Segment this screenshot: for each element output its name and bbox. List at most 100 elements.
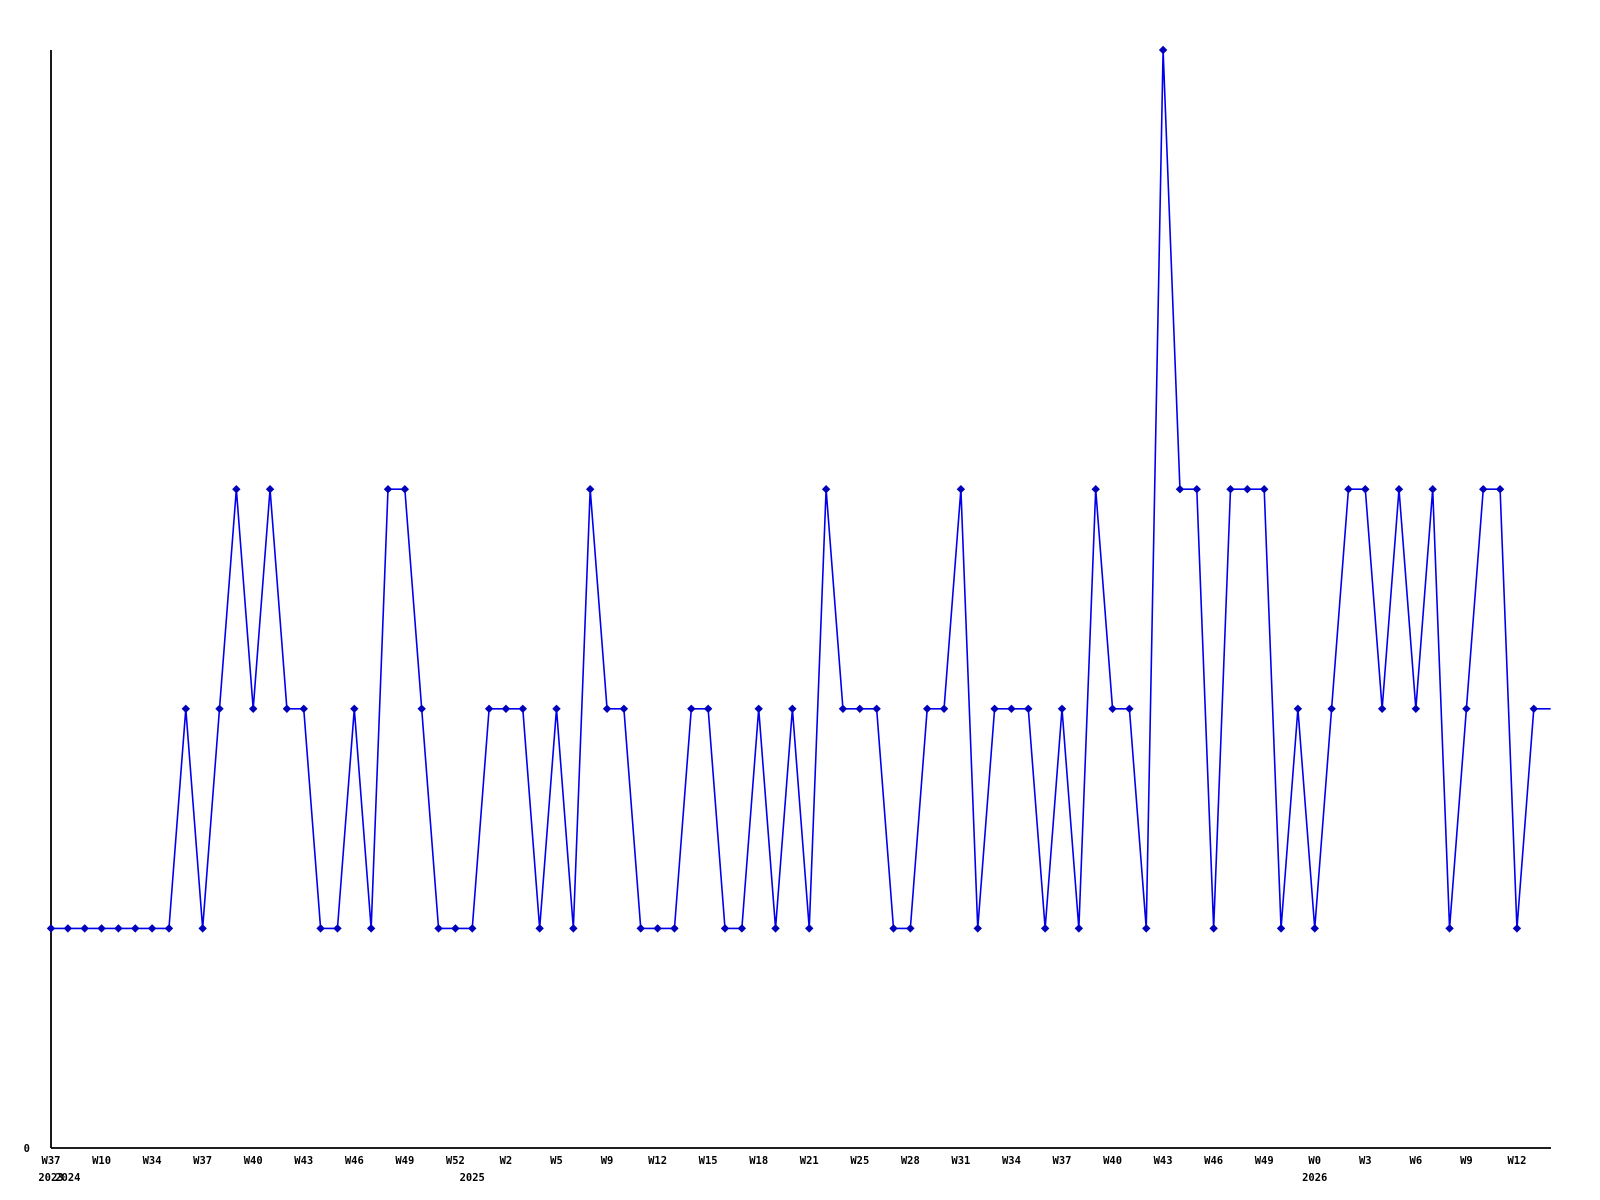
data-point-marker bbox=[872, 704, 881, 714]
data-point-marker bbox=[1411, 704, 1421, 714]
data-point-marker bbox=[569, 924, 578, 933]
data-point-marker bbox=[1394, 484, 1404, 494]
data-point-marker bbox=[1276, 924, 1286, 933]
x-tick-label: W12 bbox=[1507, 1155, 1526, 1167]
x-tick-label: W12 bbox=[648, 1155, 667, 1167]
data-point-marker bbox=[232, 484, 241, 494]
data-point-marker bbox=[1192, 484, 1202, 494]
data-point-marker bbox=[1462, 704, 1471, 714]
data-point-marker bbox=[838, 704, 848, 714]
data-point-marker bbox=[687, 704, 696, 714]
data-point-marker bbox=[585, 484, 595, 494]
data-point-marker bbox=[602, 704, 612, 714]
data-point-marker bbox=[703, 704, 713, 714]
data-point-marker bbox=[265, 484, 275, 494]
data-point-marker bbox=[1209, 924, 1218, 933]
x-tick-label: W31 bbox=[951, 1155, 970, 1167]
x-tick-label: W46 bbox=[345, 1155, 364, 1167]
data-point-marker bbox=[1057, 704, 1067, 714]
data-point-marker bbox=[737, 924, 747, 933]
data-point-marker bbox=[821, 484, 831, 494]
data-point-marker bbox=[501, 704, 511, 714]
data-point-marker bbox=[1125, 704, 1134, 714]
x-tick-label: W40 bbox=[244, 1155, 263, 1167]
x-tick-label: W5 bbox=[550, 1155, 563, 1167]
data-point-marker bbox=[131, 924, 140, 933]
x-year-label: 2025 bbox=[460, 1172, 485, 1184]
data-point-marker bbox=[1108, 704, 1117, 714]
x-tick-label: W15 bbox=[699, 1155, 718, 1167]
x-tick-label: W43 bbox=[1154, 1155, 1173, 1167]
x-tick-label: W46 bbox=[1204, 1155, 1223, 1167]
data-point-marker bbox=[1344, 484, 1353, 494]
x-tick-label: W34 bbox=[1002, 1155, 1021, 1167]
x-tick-label: W9 bbox=[601, 1155, 614, 1167]
data-point-marker bbox=[518, 704, 528, 714]
data-point-marker bbox=[350, 704, 359, 714]
data-point-marker bbox=[906, 924, 915, 933]
data-point-marker bbox=[771, 924, 780, 933]
data-point-marker bbox=[1040, 924, 1050, 933]
data-point-marker bbox=[451, 924, 460, 933]
data-point-marker bbox=[535, 924, 544, 933]
data-point-marker bbox=[299, 704, 308, 714]
data-point-marker bbox=[316, 924, 325, 933]
data-point-marker bbox=[619, 704, 629, 714]
data-point-marker bbox=[434, 924, 443, 933]
data-point-marker bbox=[973, 924, 982, 933]
data-point-marker bbox=[1479, 484, 1488, 494]
data-point-marker bbox=[720, 924, 730, 933]
data-point-marker bbox=[1175, 484, 1185, 494]
data-point-marker bbox=[46, 924, 56, 933]
data-point-marker bbox=[1226, 484, 1235, 494]
x-tick-label: W25 bbox=[850, 1155, 869, 1167]
data-point-marker bbox=[80, 924, 89, 933]
data-point-marker bbox=[1024, 704, 1033, 714]
data-point-marker bbox=[855, 704, 865, 714]
x-tick-label: W9 bbox=[1460, 1155, 1473, 1167]
data-point-marker bbox=[198, 924, 207, 933]
data-point-marker bbox=[1445, 924, 1454, 933]
data-point-marker bbox=[1074, 924, 1084, 933]
x-tick-label: W2 bbox=[500, 1155, 513, 1167]
data-point-marker bbox=[1293, 704, 1303, 714]
data-point-marker bbox=[181, 704, 191, 714]
data-point-marker bbox=[1243, 484, 1252, 494]
data-point-marker bbox=[468, 924, 477, 933]
data-point-marker bbox=[990, 704, 999, 714]
x-tick-label: W28 bbox=[901, 1155, 920, 1167]
data-point-marker bbox=[805, 924, 814, 933]
data-point-marker bbox=[282, 704, 292, 714]
x-tick-label: W49 bbox=[395, 1155, 414, 1167]
x-year-label: 2026 bbox=[1302, 1172, 1327, 1184]
data-point-marker bbox=[333, 924, 342, 933]
data-point-marker bbox=[956, 484, 966, 494]
data-point-marker bbox=[1327, 704, 1336, 714]
x-tick-label: W43 bbox=[294, 1155, 313, 1167]
data-point-marker bbox=[636, 924, 645, 933]
data-point-marker bbox=[939, 704, 949, 714]
data-point-marker bbox=[922, 704, 932, 714]
data-point-marker bbox=[1158, 45, 1168, 55]
x-tick-label: W49 bbox=[1255, 1155, 1274, 1167]
data-point-marker bbox=[1142, 924, 1151, 933]
x-tick-label: W6 bbox=[1410, 1155, 1423, 1167]
data-point-marker bbox=[147, 924, 157, 933]
data-point-marker bbox=[1259, 484, 1269, 494]
data-line bbox=[51, 49, 1551, 930]
x-year-label: 2024 bbox=[55, 1172, 80, 1184]
x-tick-label: W37 bbox=[42, 1155, 61, 1167]
data-point-marker bbox=[1361, 484, 1370, 494]
x-tick-label: W21 bbox=[800, 1155, 819, 1167]
x-tick-label: W37 bbox=[1053, 1155, 1072, 1167]
data-point-marker bbox=[63, 924, 73, 933]
y-axis-origin-label: 0 bbox=[24, 1143, 30, 1155]
data-point-marker bbox=[1310, 924, 1319, 933]
x-tick-label: W34 bbox=[143, 1155, 162, 1167]
x-tick-label: W52 bbox=[446, 1155, 465, 1167]
data-point-marker bbox=[889, 924, 898, 933]
x-year-label: 2023 bbox=[38, 1172, 63, 1184]
x-tick-label: W40 bbox=[1103, 1155, 1122, 1167]
data-point-marker bbox=[383, 484, 393, 494]
